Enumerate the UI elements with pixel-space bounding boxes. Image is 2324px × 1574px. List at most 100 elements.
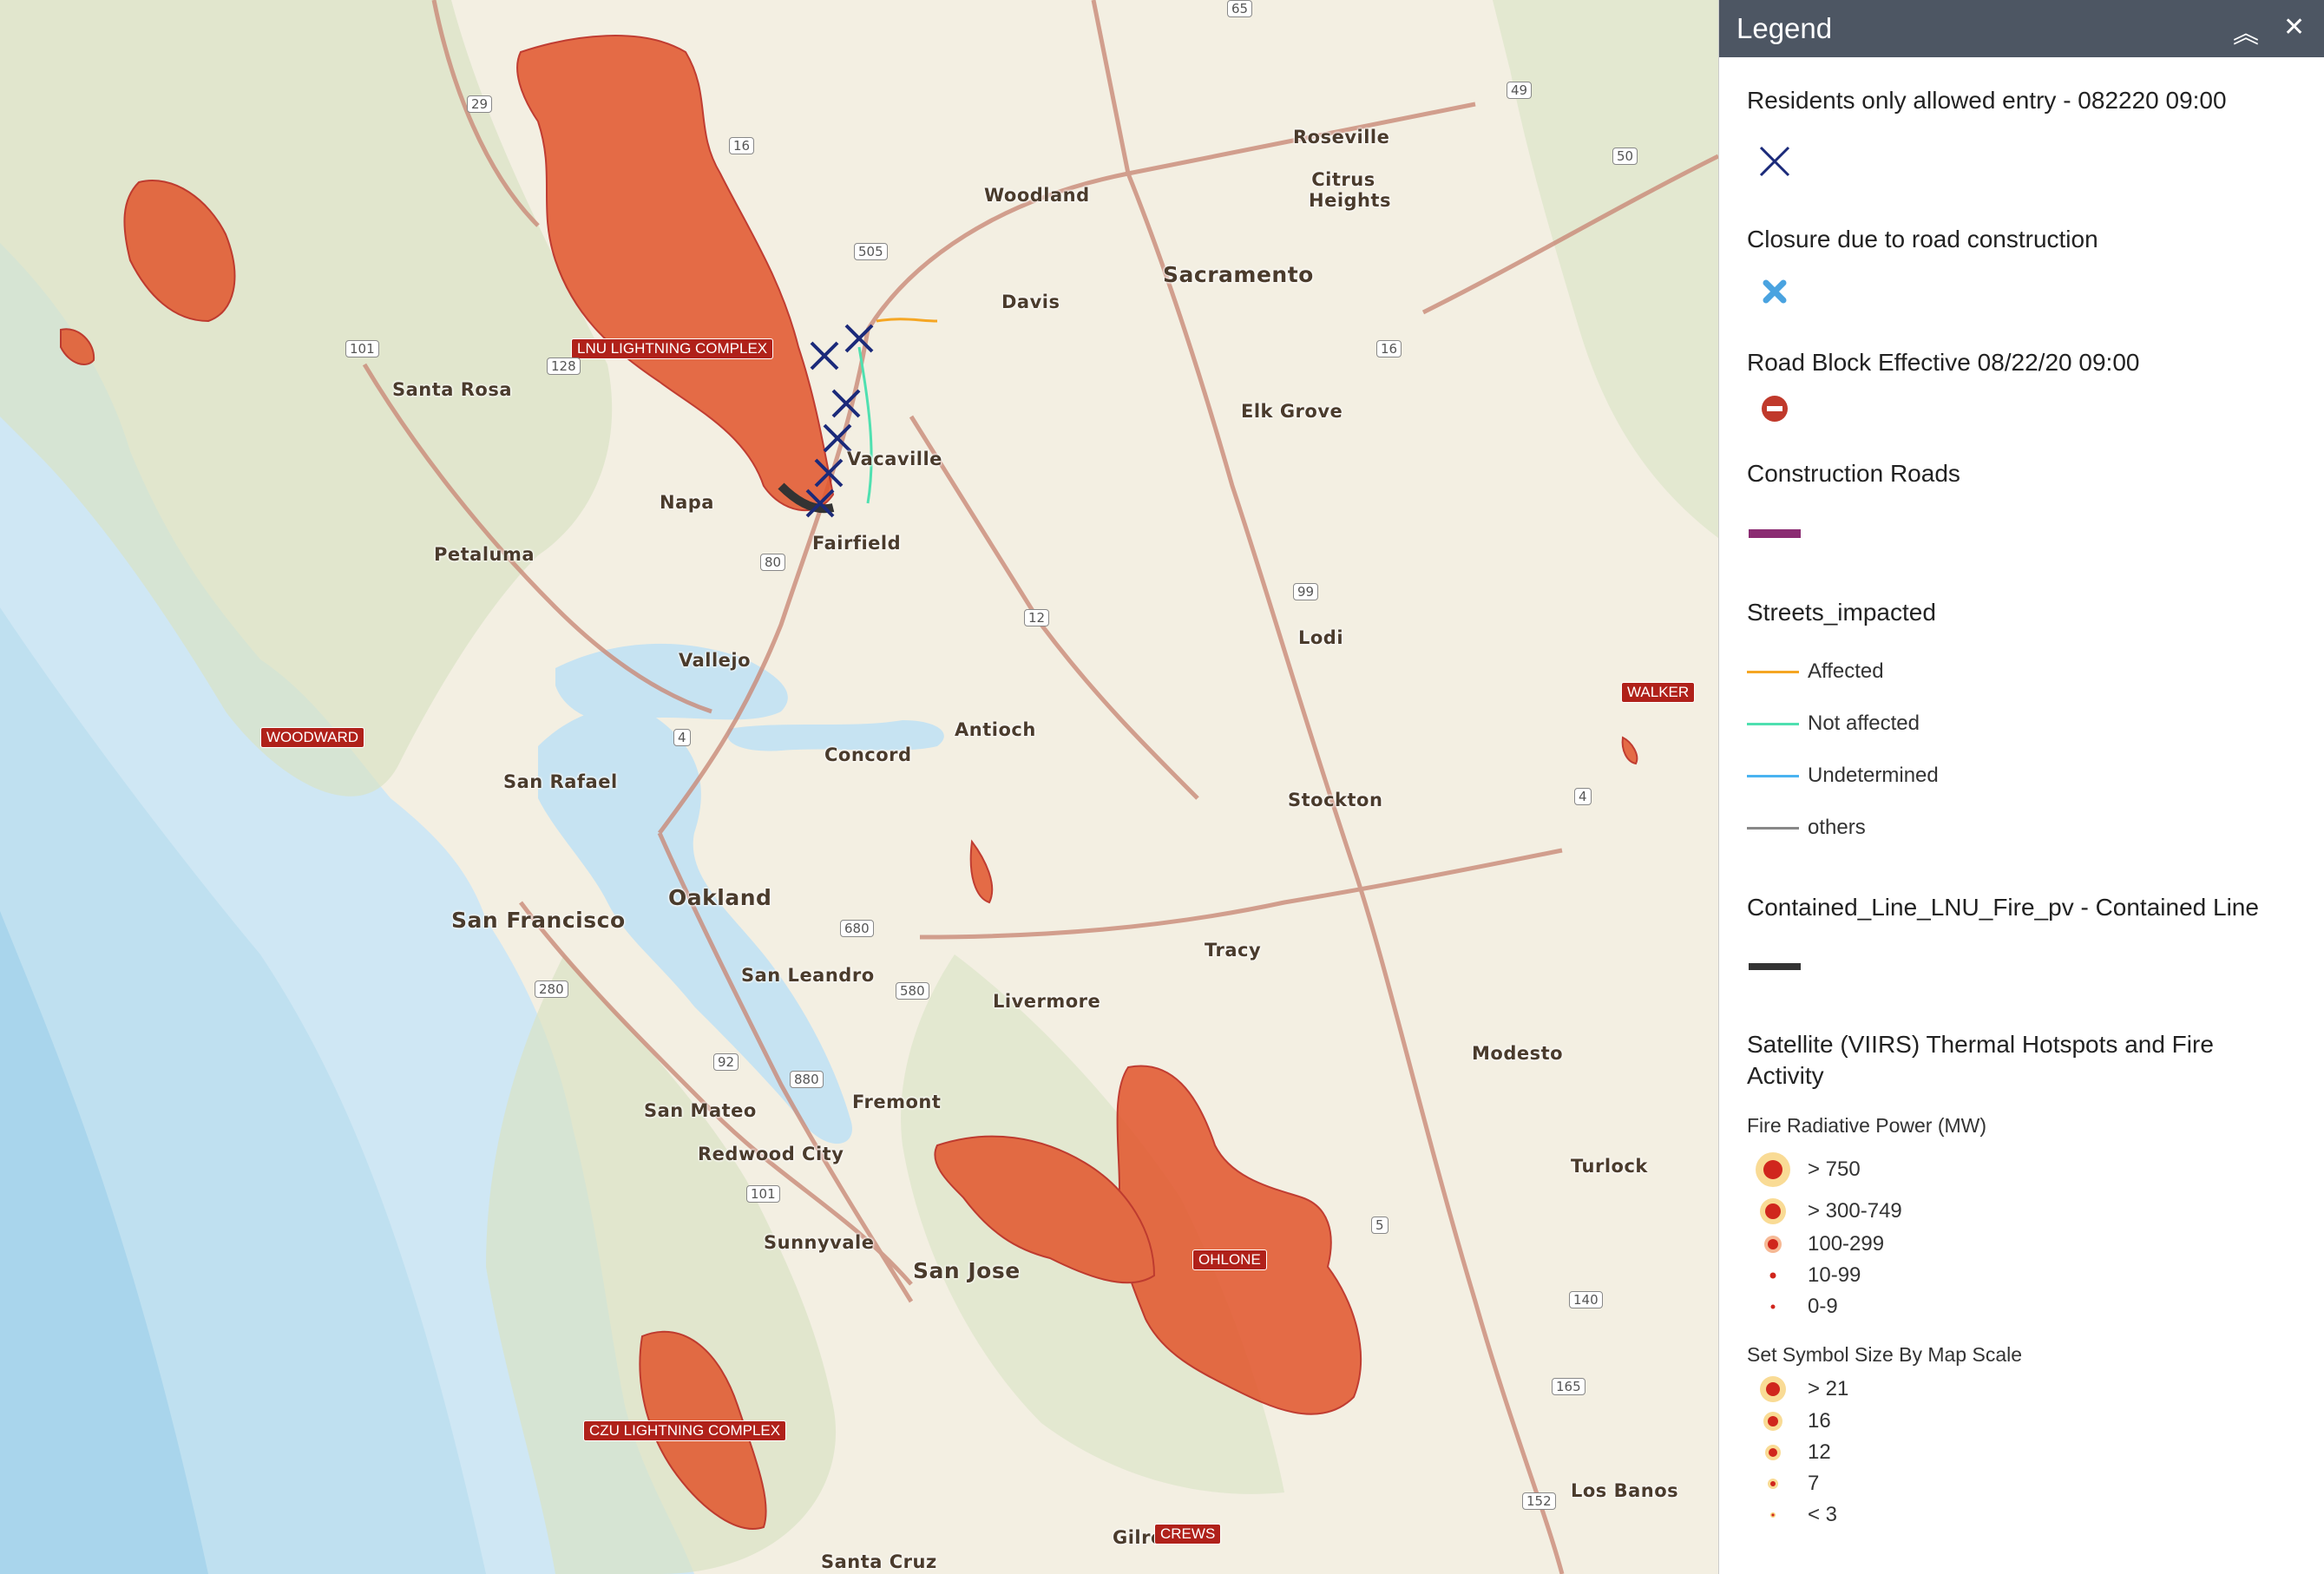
legend-item-size: 7 xyxy=(1747,1472,1819,1496)
city-label: Concord xyxy=(824,744,912,765)
city-label: San Francisco xyxy=(451,908,626,933)
hotspot-icon xyxy=(1770,1512,1776,1518)
legend-item-label: 10-99 xyxy=(1808,1263,1861,1287)
legend-item-label: Affected xyxy=(1808,659,1884,683)
city-label: Santa Cruz xyxy=(821,1551,937,1572)
highway-shield: 580 xyxy=(896,982,929,1000)
city-label: Turlock xyxy=(1571,1156,1648,1177)
legend-item-size: 12 xyxy=(1747,1440,1831,1465)
legend-item-size: < 3 xyxy=(1747,1503,1837,1527)
legend-item-size: > 21 xyxy=(1747,1374,1848,1404)
legend-header: Legend ︽ ✕ xyxy=(1719,0,2324,57)
hotspot-icon xyxy=(1770,1304,1776,1309)
city-label: San Jose xyxy=(913,1258,1021,1283)
highway-shield: 280 xyxy=(535,980,568,998)
collapse-icon[interactable]: ︽ xyxy=(2233,20,2259,49)
fire-label-woodward[interactable]: WOODWARD xyxy=(260,727,365,748)
legend-item-label: > 21 xyxy=(1808,1377,1849,1400)
fire-label-crews[interactable]: CREWS xyxy=(1154,1524,1222,1544)
city-label: Los Banos xyxy=(1571,1480,1679,1501)
legend-section-title: Streets_impacted xyxy=(1747,599,1936,626)
city-label: Stockton xyxy=(1288,790,1383,810)
hotspot-icon xyxy=(1768,1479,1778,1489)
line-swatch xyxy=(1747,774,1799,777)
legend-item-label: > 300-749 xyxy=(1808,1199,1902,1223)
city-label: Petaluma xyxy=(434,544,535,565)
city-label: Redwood City xyxy=(698,1144,844,1164)
fire-label-czu[interactable]: CZU LIGHTNING COMPLEX xyxy=(583,1420,787,1441)
highway-shield: 101 xyxy=(746,1185,780,1203)
line-swatch xyxy=(1747,826,1799,830)
city-label: Fremont xyxy=(852,1092,942,1112)
x-marker-icon xyxy=(1759,146,1790,177)
city-label: Roseville xyxy=(1293,127,1390,148)
legend-item-frp: 100-299 xyxy=(1747,1232,1884,1256)
city-label: San Rafael xyxy=(503,771,618,792)
line-swatch xyxy=(1747,722,1799,725)
highway-shield: 4 xyxy=(673,729,691,746)
legend-item-label: < 3 xyxy=(1808,1503,1838,1526)
highway-shield: 5 xyxy=(1371,1217,1388,1234)
legend-item-undetermined: Undetermined xyxy=(1747,764,1939,788)
legend-item-label: 12 xyxy=(1808,1440,1831,1464)
legend-item-label: > 750 xyxy=(1808,1158,1861,1181)
city-label: Vacaville xyxy=(847,449,942,469)
legend-section-title: Construction Roads xyxy=(1747,460,1960,487)
city-label: Sunnyvale xyxy=(764,1232,875,1253)
city-label: San Mateo xyxy=(644,1100,757,1121)
highway-shield: 16 xyxy=(729,137,755,154)
legend-item-frp: 10-99 xyxy=(1747,1263,1861,1288)
construction-road-swatch xyxy=(1749,529,1801,538)
city-label: Elk Grove xyxy=(1241,401,1343,422)
legend-item-frp: > 300-749 xyxy=(1747,1196,1902,1227)
hotspot-icon xyxy=(1764,1236,1782,1253)
legend-section-title: Road Block Effective 08/22/20 09:00 xyxy=(1747,349,2140,376)
hotspot-icon xyxy=(1760,1376,1786,1402)
city-label: Woodland xyxy=(984,185,1090,206)
legend-item-label: Undetermined xyxy=(1808,764,1939,787)
highway-shield: 152 xyxy=(1522,1492,1556,1510)
city-label: Vallejo xyxy=(679,650,752,671)
contained-line-swatch xyxy=(1749,963,1801,970)
hotspot-icon xyxy=(1769,1272,1776,1279)
legend-item-label: 7 xyxy=(1808,1472,1820,1495)
city-label: Davis xyxy=(1001,292,1060,312)
legend-item-label: 0-9 xyxy=(1808,1295,1838,1318)
legend-section-title: Residents only allowed entry - 082220 09… xyxy=(1747,87,2227,114)
highway-shield: 92 xyxy=(713,1053,739,1071)
legend-title: Legend xyxy=(1736,12,1833,44)
highway-shield: 29 xyxy=(467,95,493,113)
city-label: Fairfield xyxy=(812,533,902,554)
legend-item-label: 100-299 xyxy=(1808,1232,1885,1256)
highway-shield: 4 xyxy=(1574,788,1592,805)
city-label: Lodi xyxy=(1298,627,1344,648)
close-icon[interactable]: ✕ xyxy=(2283,13,2306,42)
highway-shield: 128 xyxy=(547,357,581,375)
x-closure-icon xyxy=(1763,279,1787,304)
legend-item-size: 16 xyxy=(1747,1409,1831,1433)
city-label: Sacramento xyxy=(1163,262,1314,287)
legend-item-label: others xyxy=(1808,816,1866,839)
city-label: Citrus Heights xyxy=(1309,169,1392,211)
highway-shield: 505 xyxy=(854,243,888,260)
hotspot-icon xyxy=(1760,1198,1786,1224)
legend-item-label: Not affected xyxy=(1808,712,1920,735)
highway-shield: 65 xyxy=(1227,0,1253,17)
legend-item-frp: 0-9 xyxy=(1747,1295,1838,1319)
city-label: San Leandro xyxy=(741,965,875,986)
legend-item-affected: Affected xyxy=(1747,659,1884,684)
city-label: Napa xyxy=(660,492,714,513)
fire-label-lnu[interactable]: LNU LIGHTNING COMPLEX xyxy=(571,338,774,359)
line-swatch xyxy=(1747,670,1799,673)
legend-subtitle: Set Symbol Size By Map Scale xyxy=(1747,1343,2023,1366)
highway-shield: 101 xyxy=(345,340,379,357)
city-label: Oakland xyxy=(668,885,772,910)
map-view[interactable]: Roseville Citrus Heights Woodland Sacram… xyxy=(0,0,1718,1574)
legend-section-title: Contained_Line_LNU_Fire_pv - Contained L… xyxy=(1747,894,2259,921)
legend-item-not-affected: Not affected xyxy=(1747,712,1920,736)
fire-label-walker[interactable]: WALKER xyxy=(1621,682,1696,703)
city-label: Livermore xyxy=(993,991,1101,1012)
legend-item-frp: > 750 xyxy=(1747,1151,1861,1189)
fire-label-ohlone[interactable]: OHLONE xyxy=(1192,1249,1267,1270)
highway-shield: 165 xyxy=(1552,1378,1585,1395)
